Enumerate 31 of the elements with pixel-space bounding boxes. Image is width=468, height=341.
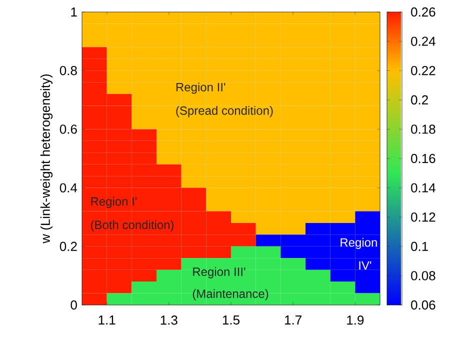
y-tick-label: 0	[70, 300, 77, 310]
color-bar-label: 0.08	[411, 271, 436, 280]
color-bar-label: 0.16	[411, 154, 436, 164]
color-bar-label: 0.22	[411, 66, 436, 76]
x-tick-label: 1.5	[222, 316, 240, 325]
y-tick-label: 0.6	[60, 124, 77, 134]
y-tick-label: 0.4	[60, 183, 78, 192]
x-tick-label: 1.3	[160, 316, 178, 325]
annotation: Region III'	[193, 267, 246, 278]
color-bar-label: 0.24	[411, 36, 436, 46]
color-bar-label: 0.18	[411, 124, 436, 134]
y-tick-label: 1	[71, 8, 77, 16]
color-bar-label: 0.06	[411, 300, 436, 310]
annotation: (Maintenance)	[192, 289, 268, 300]
color-bar-label: 0.14	[411, 183, 436, 192]
x-tick-label: 1.7	[285, 316, 302, 324]
color-bar-label: 0.1	[411, 242, 428, 251]
color-bar-label: 0.12	[411, 212, 436, 222]
annotation: Region	[340, 238, 377, 250]
x-tick-label: 1.1	[98, 316, 116, 324]
color-bar-label: 0.26	[411, 7, 436, 17]
annotation: Region I'	[91, 196, 137, 208]
x-tick-label: 1.9	[347, 316, 364, 325]
y-tick-label: 0.2	[60, 242, 77, 251]
annotation: IV'	[359, 261, 372, 270]
annotation: (Both condition)	[90, 220, 174, 232]
annotation: (Spread condition)	[176, 106, 273, 118]
color-bar-label: 0.2	[411, 95, 428, 104]
y-tick-label: 0.8	[60, 66, 77, 76]
y-axis-title: w (Link-weight heterogeneity)	[40, 74, 53, 244]
annotation: Region II'	[176, 82, 226, 94]
